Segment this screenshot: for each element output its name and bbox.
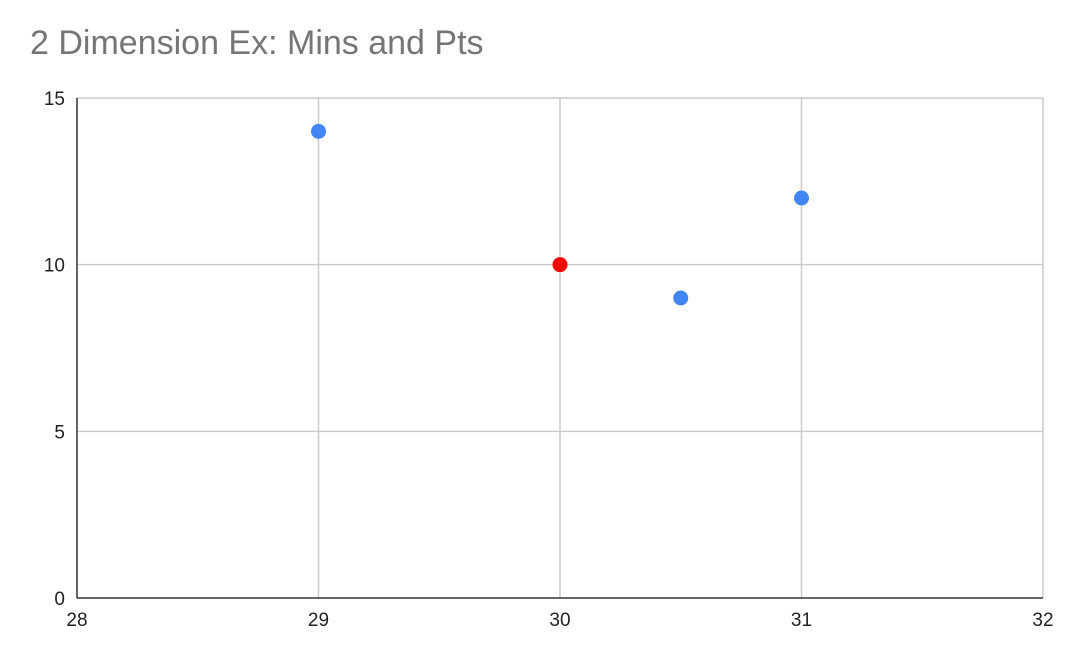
data-points [311,123,809,306]
tick-labels: 28 29 30 31 32 0 5 10 15 [44,89,1054,631]
axes [76,98,1043,599]
data-point [794,190,809,206]
grid-lines [77,97,1044,598]
data-point [673,290,689,306]
y-tick-label: 15 [44,89,65,110]
x-tick-label: 31 [791,610,812,631]
x-tick-label: 28 [66,610,87,631]
chart-title: 2 Dimension Ex: Mins and Pts [30,24,484,62]
x-tick-label: 30 [549,610,570,631]
data-point [552,257,568,273]
y-tick-label: 5 [54,422,65,443]
y-tick-label: 0 [54,589,65,610]
data-point [311,123,326,139]
x-tick-label: 32 [1032,610,1053,631]
y-tick-label: 10 [44,256,65,277]
x-tick-label: 29 [308,610,329,631]
